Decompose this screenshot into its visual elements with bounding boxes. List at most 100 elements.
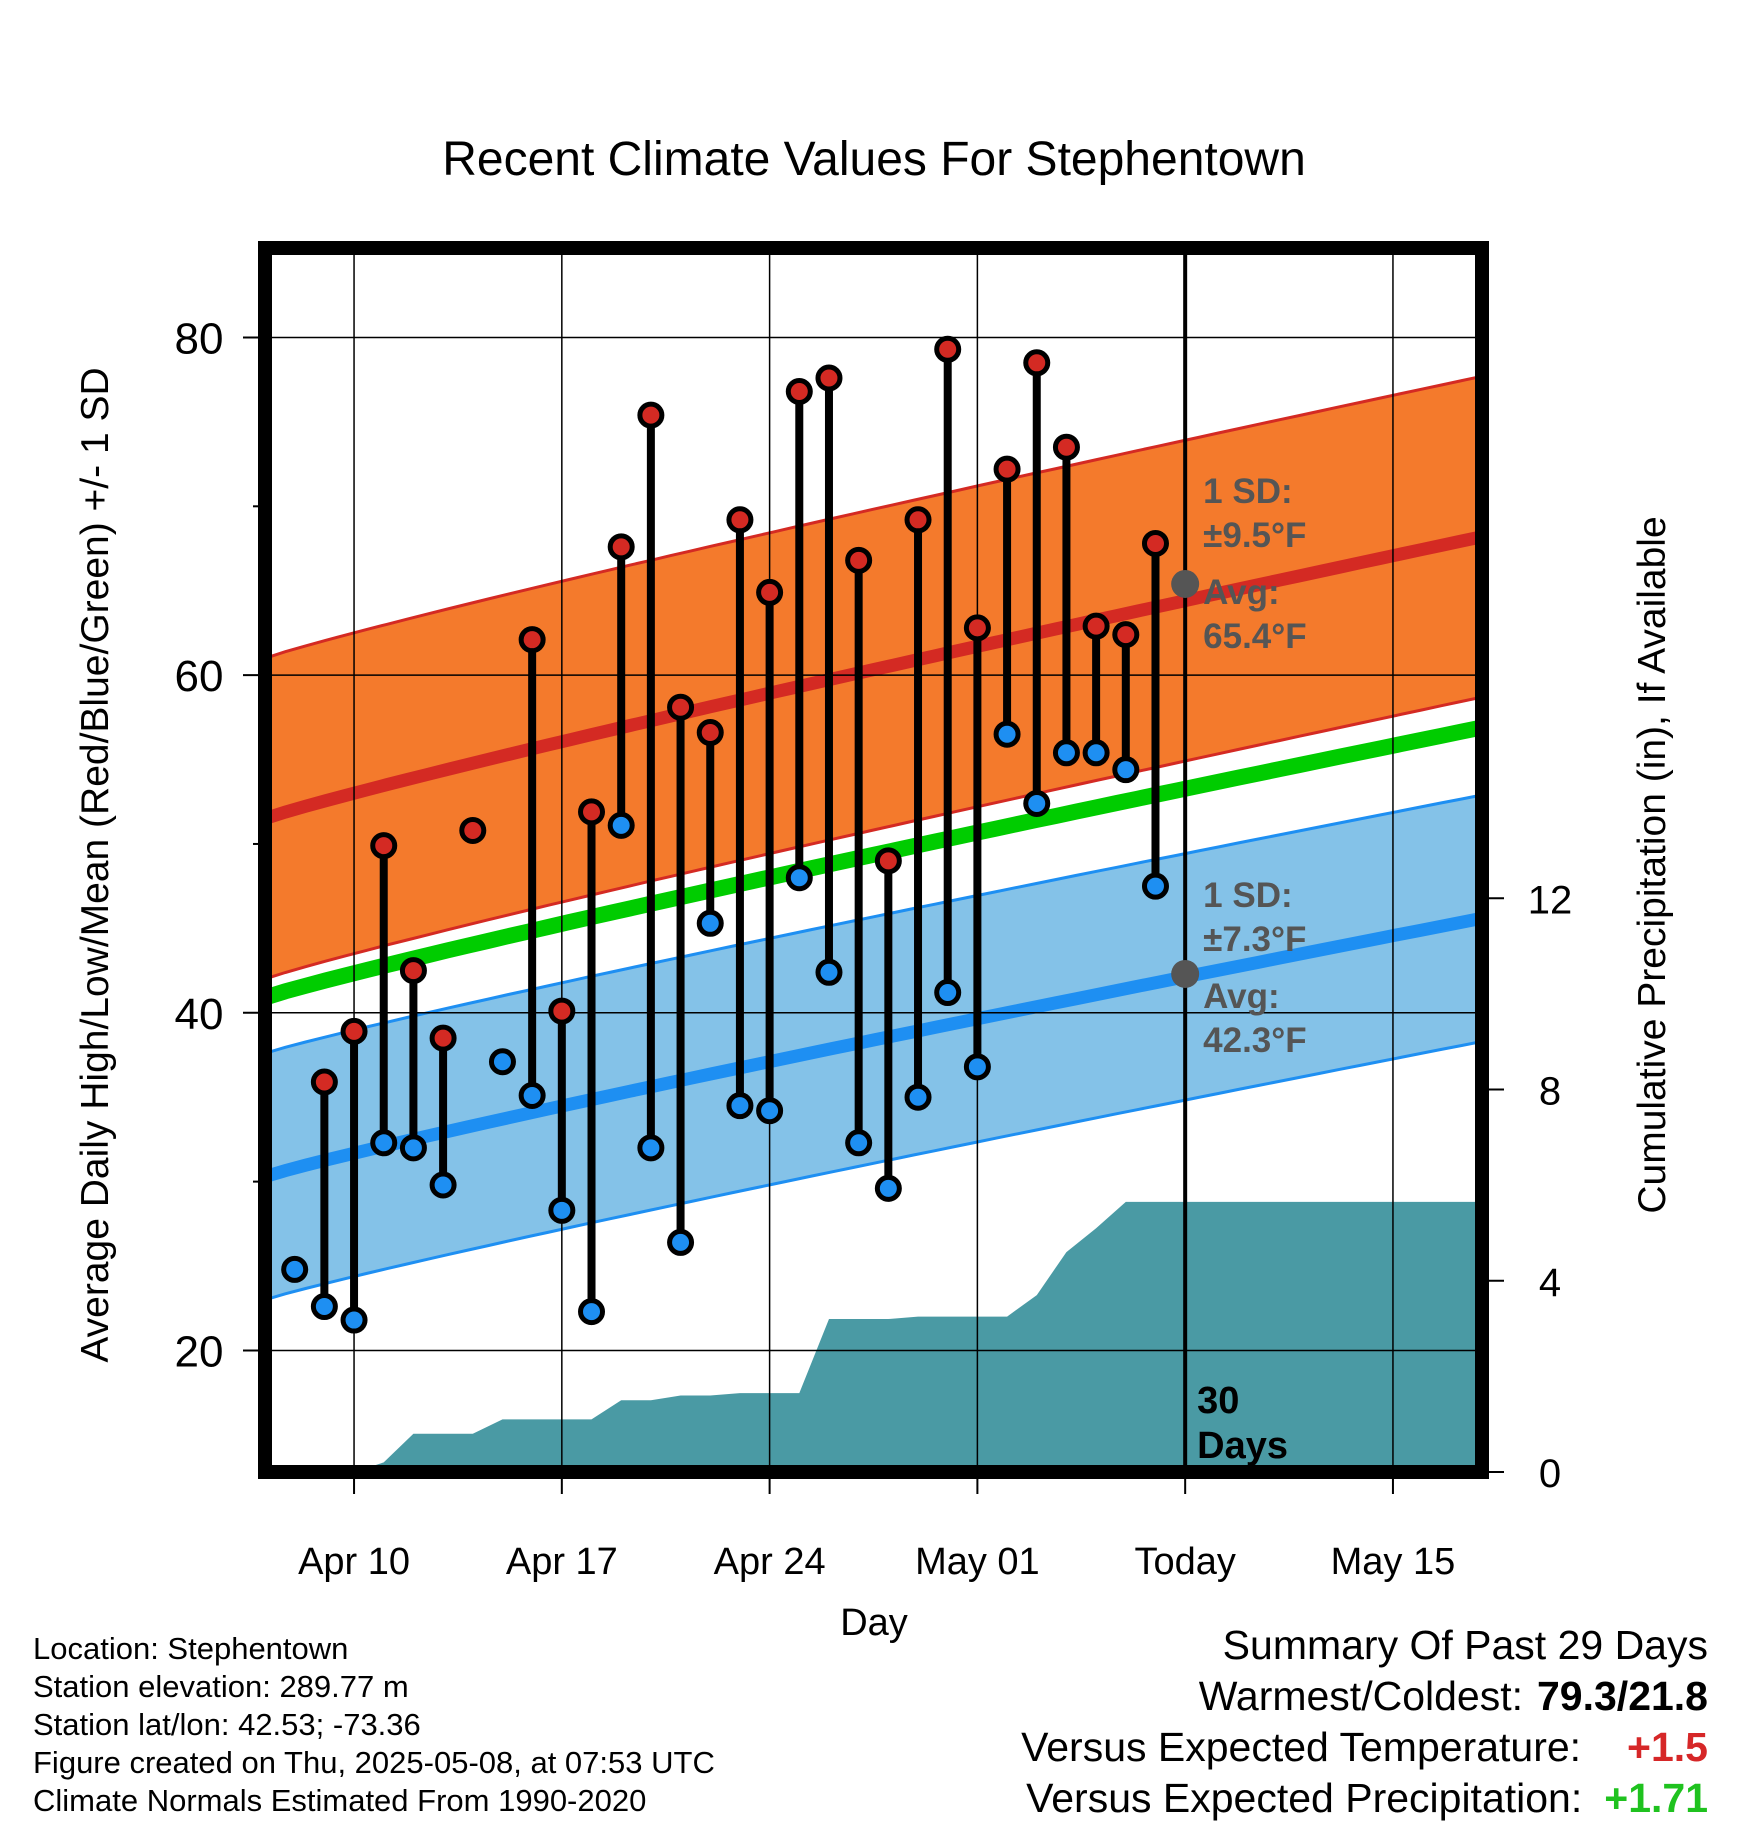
low-point xyxy=(607,811,635,839)
high-point xyxy=(429,1024,457,1052)
high-point xyxy=(578,798,606,826)
high-point xyxy=(1112,621,1140,649)
summary-warmest-label: Warmest/Coldest: xyxy=(1198,1673,1523,1719)
low-point xyxy=(1023,789,1051,817)
footer-elevation: Station elevation: 289.77 m xyxy=(33,1669,409,1704)
low-normal-line xyxy=(265,911,1482,1183)
plot-area: 1 SD: ±9.5°F Avg: 65.4°F 1 SD: ±7.3°F Avg: 42.3… xyxy=(265,248,1482,1472)
y2-tick-label: 12 xyxy=(1528,878,1573,922)
low-point xyxy=(756,1097,784,1125)
high-sd-band xyxy=(265,376,1482,979)
low-point xyxy=(340,1306,368,1334)
summary-title: Summary Of Past 29 Days xyxy=(1222,1622,1708,1668)
low-point xyxy=(785,864,813,892)
high-point xyxy=(904,506,932,534)
low-point xyxy=(518,1082,546,1110)
low-point xyxy=(310,1293,338,1321)
low-point xyxy=(904,1083,932,1111)
low-point xyxy=(993,720,1021,748)
today-high-avg-marker xyxy=(1171,569,1200,598)
low-point xyxy=(281,1255,309,1283)
high-point xyxy=(1141,529,1169,557)
y2-tick-label: 0 xyxy=(1539,1452,1561,1496)
high-point xyxy=(756,578,784,606)
high-point xyxy=(1082,612,1110,640)
summary-temp-value: +1.5 xyxy=(1627,1724,1708,1770)
summary-temp: Versus Expected Temperature: +1.5 xyxy=(1021,1724,1708,1771)
low-point xyxy=(399,1134,427,1162)
high-point xyxy=(340,1017,368,1045)
summary-temp-label: Versus Expected Temperature: xyxy=(1021,1724,1582,1770)
high-point xyxy=(1023,349,1051,377)
summary-warmest: Warmest/Coldest: 79.3/21.8 xyxy=(1199,1673,1708,1720)
low-sd-band xyxy=(265,795,1482,1300)
low-sd-band-upper-edge xyxy=(265,793,1482,1055)
low-point xyxy=(934,979,962,1007)
high-point xyxy=(370,832,398,860)
footer-location: Location: Stephentown xyxy=(33,1631,349,1666)
summary-precip: Versus Expected Precipitation: +1.71 xyxy=(1026,1775,1708,1822)
low-point xyxy=(1052,739,1080,767)
low-point xyxy=(667,1228,695,1256)
high-point xyxy=(845,546,873,574)
y-tick-label: 40 xyxy=(175,990,224,1039)
y2-axis-label: Cumulative Precipitation (in), If Availa… xyxy=(1631,516,1674,1213)
x-tick-label: May 01 xyxy=(915,1541,1040,1583)
high-sd-band-lower-edge xyxy=(265,695,1482,981)
y-axis-label: Average Daily High/Low/Mean (Red/Blue/Gr… xyxy=(74,367,117,1362)
high-point xyxy=(1052,433,1080,461)
high-point xyxy=(637,401,665,429)
low-point xyxy=(429,1171,457,1199)
low-point xyxy=(1141,872,1169,900)
low-annotation-line2: ±7.3°F xyxy=(1203,920,1306,959)
x-tick-label: Apr 10 xyxy=(298,1541,410,1583)
low-point xyxy=(696,909,724,937)
low-sd-band-lower-edge xyxy=(265,1040,1482,1302)
high-point xyxy=(399,957,427,985)
high-normal-line xyxy=(265,530,1482,825)
low-point xyxy=(963,1053,991,1081)
high-point xyxy=(548,997,576,1025)
footer-info: Location: Stephentown Station elevation:… xyxy=(33,1630,715,1820)
low-point xyxy=(548,1196,576,1224)
high-sd-band-upper-edge xyxy=(265,374,1482,660)
low-point xyxy=(1082,739,1110,767)
high-point xyxy=(726,506,754,534)
x-tick-label: Today xyxy=(1134,1541,1235,1583)
high-point xyxy=(874,847,902,875)
high-point xyxy=(934,335,962,363)
y-tick-label: 20 xyxy=(175,1327,224,1376)
low-point xyxy=(874,1174,902,1202)
low-annotation-line4: 42.3°F xyxy=(1203,1021,1307,1060)
low-point xyxy=(1112,756,1140,784)
high-point xyxy=(696,719,724,747)
high-point xyxy=(459,816,487,844)
footer-created: Figure created on Thu, 2025-05-08, at 07… xyxy=(33,1745,715,1780)
low-point xyxy=(815,958,843,986)
high-point xyxy=(518,626,546,654)
high-annotation-line3: Avg: xyxy=(1203,573,1279,612)
y-tick-label: 60 xyxy=(175,652,224,701)
high-point xyxy=(310,1068,338,1096)
x-tick-label: Apr 17 xyxy=(506,1541,618,1583)
low-annotation-line3: Avg: xyxy=(1203,977,1279,1016)
high-annotation-line2: ±9.5°F xyxy=(1203,516,1306,555)
y-tick-label: 80 xyxy=(175,314,224,363)
summary-precip-label: Versus Expected Precipitation: xyxy=(1026,1775,1583,1821)
low-point xyxy=(726,1092,754,1120)
y2-tick-label: 8 xyxy=(1539,1070,1561,1114)
low-annotation-line1: 1 SD: xyxy=(1203,876,1292,915)
low-point xyxy=(578,1298,606,1326)
low-point xyxy=(370,1129,398,1157)
precip-area xyxy=(354,1201,1482,1472)
x-tick-label: May 15 xyxy=(1331,1541,1456,1583)
today-window-label: 30 xyxy=(1197,1380,1239,1422)
x-tick-label: Apr 24 xyxy=(714,1541,826,1583)
high-point xyxy=(993,455,1021,483)
plot-frame xyxy=(258,241,1489,1479)
footer-normals: Climate Normals Estimated From 1990-2020 xyxy=(33,1783,647,1818)
high-point xyxy=(607,533,635,561)
high-point xyxy=(963,614,991,642)
low-point xyxy=(845,1129,873,1157)
